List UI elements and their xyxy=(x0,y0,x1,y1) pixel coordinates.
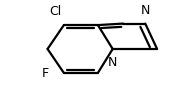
Text: N: N xyxy=(108,56,117,69)
Text: N: N xyxy=(141,4,150,17)
Text: Cl: Cl xyxy=(49,5,61,18)
Text: F: F xyxy=(42,67,49,80)
